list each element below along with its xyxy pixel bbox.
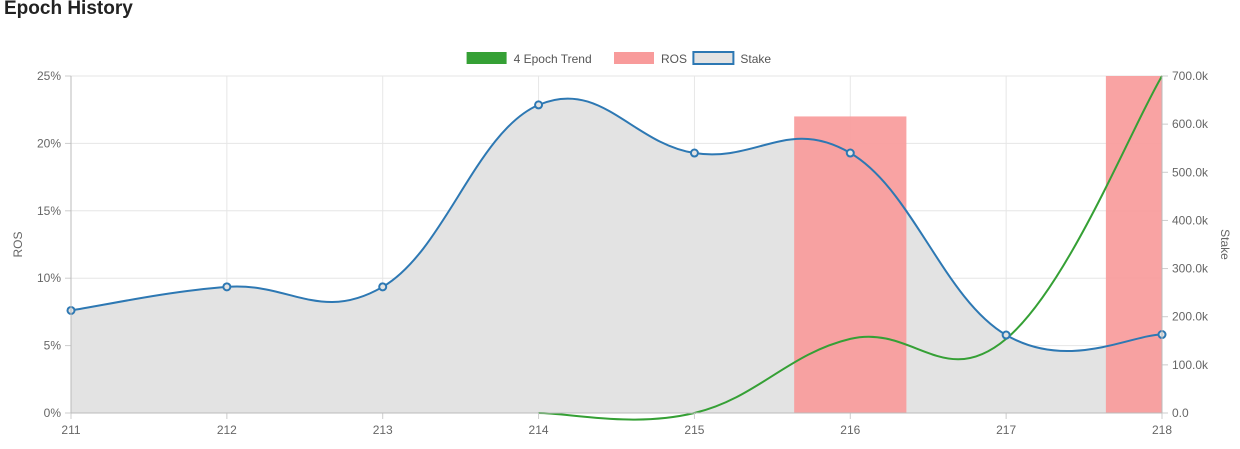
ros-bar (1105, 76, 1162, 413)
legend-swatch-stake (692, 51, 735, 65)
axis-layer: 0% 5% 10% 15% 20% 25% 0.0 100.0k 200.0k 300.0k 400… (11, 69, 1232, 437)
stake-point (1001, 330, 1011, 340)
x-tick-label: 216 (840, 423, 860, 437)
right-axis-title: Stake (1218, 229, 1232, 260)
right-tick-label: 700.0k (1172, 69, 1209, 83)
right-tick-label: 200.0k (1172, 310, 1209, 324)
stake-point (378, 282, 388, 292)
x-tick-label: 213 (373, 423, 393, 437)
stake-area-fill (71, 98, 1162, 414)
left-tick-label: 20% (37, 136, 61, 150)
left-tick-label: 15% (37, 204, 61, 218)
x-tick-label: 212 (217, 423, 237, 437)
x-tick-label: 217 (996, 423, 1016, 437)
legend-swatch-4-epoch-trend (466, 52, 507, 64)
stake-point (222, 282, 232, 292)
chart-legend: 4 Epoch Trend ROS Stake (466, 51, 771, 66)
legend-label-ros: ROS (661, 52, 687, 66)
left-axis-title: ROS (11, 231, 25, 257)
ros-bar-layer (794, 76, 1162, 413)
legend-label-stake: Stake (740, 52, 771, 66)
x-tick-label: 218 (1152, 423, 1172, 437)
right-tick-label: 300.0k (1172, 262, 1209, 276)
left-tick-label: 10% (37, 271, 61, 285)
page-title: Epoch History (4, 0, 133, 19)
legend-label-4-epoch-trend: 4 Epoch Trend (514, 52, 592, 66)
4-epoch-trend-line (538, 75, 1163, 421)
right-tick-label: 0.0 (1172, 406, 1189, 420)
x-tick-label: 215 (684, 423, 704, 437)
stake-area-layer (71, 98, 1162, 414)
stake-point (689, 148, 699, 158)
left-tick-label: 5% (44, 339, 62, 353)
stake-line (70, 97, 1163, 352)
right-tick-label: 100.0k (1172, 358, 1209, 372)
x-tick-label: 211 (61, 423, 80, 437)
ros-bar (794, 116, 907, 413)
legend-swatch-ros (614, 52, 654, 64)
right-tick-label: 500.0k (1172, 165, 1209, 179)
left-tick-label: 25% (37, 69, 61, 83)
x-tick-label: 214 (529, 423, 549, 437)
stake-point (534, 100, 544, 110)
right-tick-label: 600.0k (1172, 117, 1209, 131)
stake-point (845, 148, 855, 158)
left-tick-label: 0% (44, 406, 62, 420)
right-tick-label: 400.0k (1172, 213, 1209, 227)
